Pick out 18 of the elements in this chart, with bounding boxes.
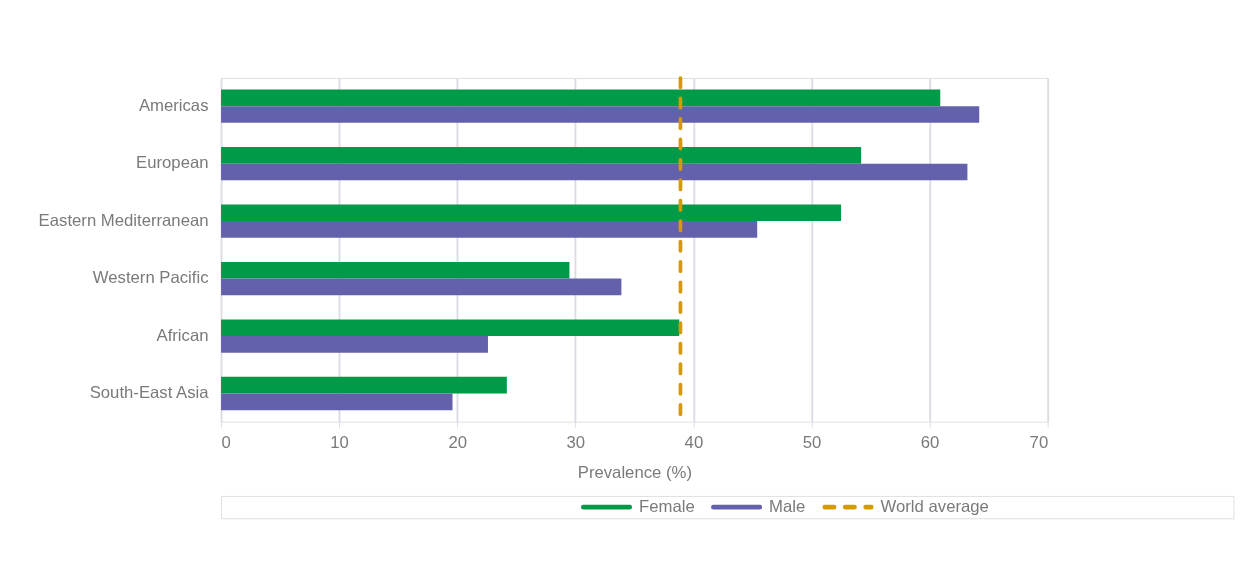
y-tick-label: South-East Asia bbox=[89, 383, 210, 403]
x-tick-label: 10 bbox=[330, 433, 349, 453]
x-tick-label: 40 bbox=[684, 433, 704, 453]
y-tick-label: Eastern Mediterranean bbox=[38, 210, 209, 230]
y-tick-label: Americas bbox=[138, 95, 209, 115]
legend-label: Male bbox=[769, 496, 806, 516]
x-tick-label: 50 bbox=[802, 433, 822, 453]
x-tick-label: 0 bbox=[221, 433, 231, 453]
x-tick-label: 70 bbox=[1029, 433, 1049, 453]
x-tick-label: 60 bbox=[920, 433, 940, 453]
legend-label: Female bbox=[639, 496, 695, 516]
legend-label: World average bbox=[880, 496, 989, 516]
x-axis-title: Prevalence (%) bbox=[577, 462, 692, 482]
x-tick-label: 20 bbox=[448, 433, 468, 453]
y-tick-label: European bbox=[136, 153, 209, 173]
y-tick-label: African bbox=[156, 325, 209, 345]
y-tick-label: Western Pacific bbox=[92, 268, 209, 288]
x-tick-label: 30 bbox=[566, 433, 586, 453]
